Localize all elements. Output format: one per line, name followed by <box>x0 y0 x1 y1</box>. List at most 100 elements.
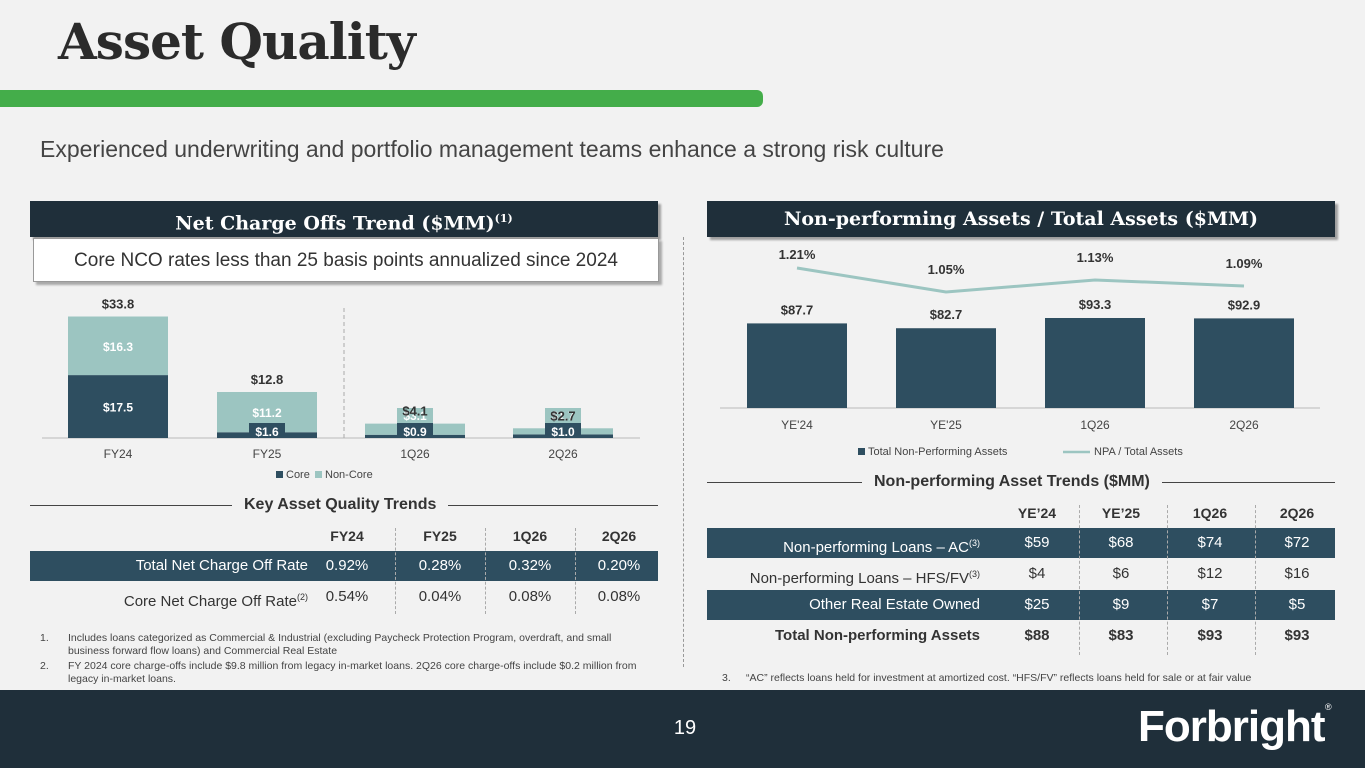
footnote-2-num: 2. <box>40 660 49 672</box>
legend-core-label: Core <box>286 469 310 481</box>
kaq-col-separator <box>395 528 396 614</box>
nco-header-text: Net Charge Offs Trend ($MM) <box>175 212 495 235</box>
nco-noncore-label-box <box>545 408 581 423</box>
npa-bar-label: $82.7 <box>930 307 963 322</box>
npt-cell: $93 <box>1284 627 1310 644</box>
npt-col-separator <box>1079 505 1080 655</box>
npa-category-label: 1Q26 <box>1080 418 1110 432</box>
page-title: Asset Quality <box>58 12 416 71</box>
npt-cell: $6 <box>1112 565 1130 582</box>
legend-noncore-label: Non-Core <box>325 469 373 481</box>
npt-cell: $12 <box>1197 565 1223 582</box>
npa-bar <box>1045 318 1145 408</box>
legend-npa-swatch <box>858 448 865 455</box>
nco-noncore-label: $3.1 <box>403 409 427 423</box>
npa-bar <box>1194 318 1294 408</box>
npt-row: Other Real Estate Owned $25 $9 $7 $5 <box>707 590 1335 620</box>
nco-total-label: $12.8 <box>251 372 284 387</box>
npa-bar <box>896 328 996 408</box>
npt-cell: $4 <box>1028 565 1046 582</box>
nco-total-label: $2.7 <box>550 408 575 423</box>
npt-cell: $68 <box>1108 534 1134 551</box>
nco-noncore-label: $11.2 <box>252 406 282 420</box>
npt-cell: $25 <box>1024 596 1050 613</box>
kaq-row: Core Net Charge Off Rate(2) 0.54% 0.04% 0.0… <box>30 582 658 612</box>
npt-row-label: Non-performing Loans – AC(3) <box>783 538 980 556</box>
npt-cell: $74 <box>1197 534 1223 551</box>
nco-core-label-box <box>397 423 433 438</box>
nco-bar-noncore <box>68 316 168 376</box>
kaq-title: Key Asset Quality Trends <box>232 496 449 514</box>
legend-ratio-label: NPA / Total Assets <box>1094 446 1183 458</box>
npa-ratio-line <box>796 266 1245 294</box>
kaq-cell: 0.20% <box>597 557 641 574</box>
legend-noncore-swatch <box>315 471 322 478</box>
section-divider <box>683 237 684 667</box>
npa-bar-label: $93.3 <box>1079 297 1112 312</box>
npa-ratio-label: 1.05% <box>928 262 965 277</box>
nco-core-label: $1.6 <box>255 425 279 439</box>
nco-total-label: $33.8 <box>102 297 135 312</box>
kaq-cell: 0.08% <box>508 588 552 605</box>
nco-core-label-box <box>249 423 285 438</box>
npa-category-label: 2Q26 <box>1229 418 1259 432</box>
forbright-logo: Forbright <box>1138 702 1326 751</box>
npt-cell: $7 <box>1201 596 1219 613</box>
npt-cell: $5 <box>1288 596 1306 613</box>
npa-ratio-label: 1.09% <box>1226 256 1263 271</box>
kaq-col-separator <box>575 528 576 614</box>
nco-noncore-label-box <box>397 408 433 423</box>
npa-category-label: YE'24 <box>781 418 813 432</box>
nco-core-label-box <box>545 423 581 438</box>
nco-noncore-label: $1.7 <box>551 409 575 423</box>
nco-core-label: $1.0 <box>551 425 575 439</box>
nco-header: Net Charge Offs Trend ($MM)(1) <box>30 201 658 237</box>
legend-npa-label: Total Non-Performing Assets <box>868 446 1008 458</box>
kaq-cell: 0.04% <box>418 588 462 605</box>
page-number: 19 <box>673 717 697 739</box>
npt-col-header: YE’25 <box>1101 505 1141 521</box>
npa-ratio-label: 1.21% <box>779 247 816 262</box>
kaq-row-label: Core Net Charge Off Rate(2) <box>123 592 308 610</box>
npt-cell: $59 <box>1024 534 1050 551</box>
npt-title: Non-performing Asset Trends ($MM) <box>862 473 1162 491</box>
nco-category-label: FY24 <box>104 447 133 461</box>
npt-row-label: Total Non-performing Assets <box>774 627 980 644</box>
nco-core-label: $17.5 <box>103 401 133 415</box>
kaq-col-header: FY25 <box>423 528 457 544</box>
npt-row: Non-performing Loans – AC(3) $59 $68 $74 $72 <box>707 528 1335 558</box>
npt-cell: $83 <box>1108 627 1134 644</box>
nco-callout: Core NCO rates less than 25 basis points… <box>33 238 659 282</box>
kaq-col-header: 2Q26 <box>601 528 637 544</box>
npa-chart: $87.7 YE'24 1.21% $82.7 YE'25 1.05% $93.3 1Q26 1… <box>720 247 1320 458</box>
page-subtitle: Experienced underwriting and portfolio m… <box>40 136 944 162</box>
kaq-row-label-sup: (2) <box>297 592 308 602</box>
kaq-row: Total Net Charge Off Rate 0.92% 0.28% 0.32%… <box>30 551 658 581</box>
npa-header: Non-performing Assets / Total Assets ($M… <box>707 201 1335 237</box>
kaq-cell: 0.08% <box>597 588 641 605</box>
npt-cell: $93 <box>1197 627 1223 644</box>
npa-category-label: YE'25 <box>930 418 962 432</box>
nco-category-label: 1Q26 <box>400 447 430 461</box>
npt-row: Non-performing Loans – HFS/FV(3) $4 $6 $12 $… <box>707 559 1335 589</box>
npt-cell: $72 <box>1284 534 1310 551</box>
nco-category-label: FY25 <box>253 447 282 461</box>
kaq-cell: 0.54% <box>325 588 369 605</box>
npt-table: YE’24 YE’25 1Q26 2Q26 Non-performing Loans –… <box>707 500 1335 655</box>
npt-row: Total Non-performing Assets $88 $83 $93 $93 <box>707 621 1335 651</box>
nco-bar-core <box>68 375 168 438</box>
npt-col-separator <box>1255 505 1256 655</box>
npt-row-label-sup: (3) <box>969 538 980 548</box>
nco-chart: $17.5 $16.3 $33.8 FY24 $1.6 $11.2 $12.8 FY25 $0.… <box>42 297 640 481</box>
kaq-cell: 0.28% <box>418 557 462 574</box>
npt-cell: $16 <box>1284 565 1310 582</box>
footnote-1-num: 1. <box>40 632 49 644</box>
npt-col-header: 1Q26 <box>1192 505 1228 521</box>
npa-bar-label: $87.7 <box>781 302 814 317</box>
npa-bar <box>747 323 847 408</box>
kaq-cell: 0.92% <box>325 557 369 574</box>
npt-cell: $9 <box>1112 596 1130 613</box>
footnote-3: “AC” reflects loans held for investment … <box>746 672 1252 684</box>
footnote-2: FY 2024 core charge-offs include $9.8 mi… <box>68 660 637 685</box>
logo-registered-mark: ® <box>1325 702 1332 712</box>
